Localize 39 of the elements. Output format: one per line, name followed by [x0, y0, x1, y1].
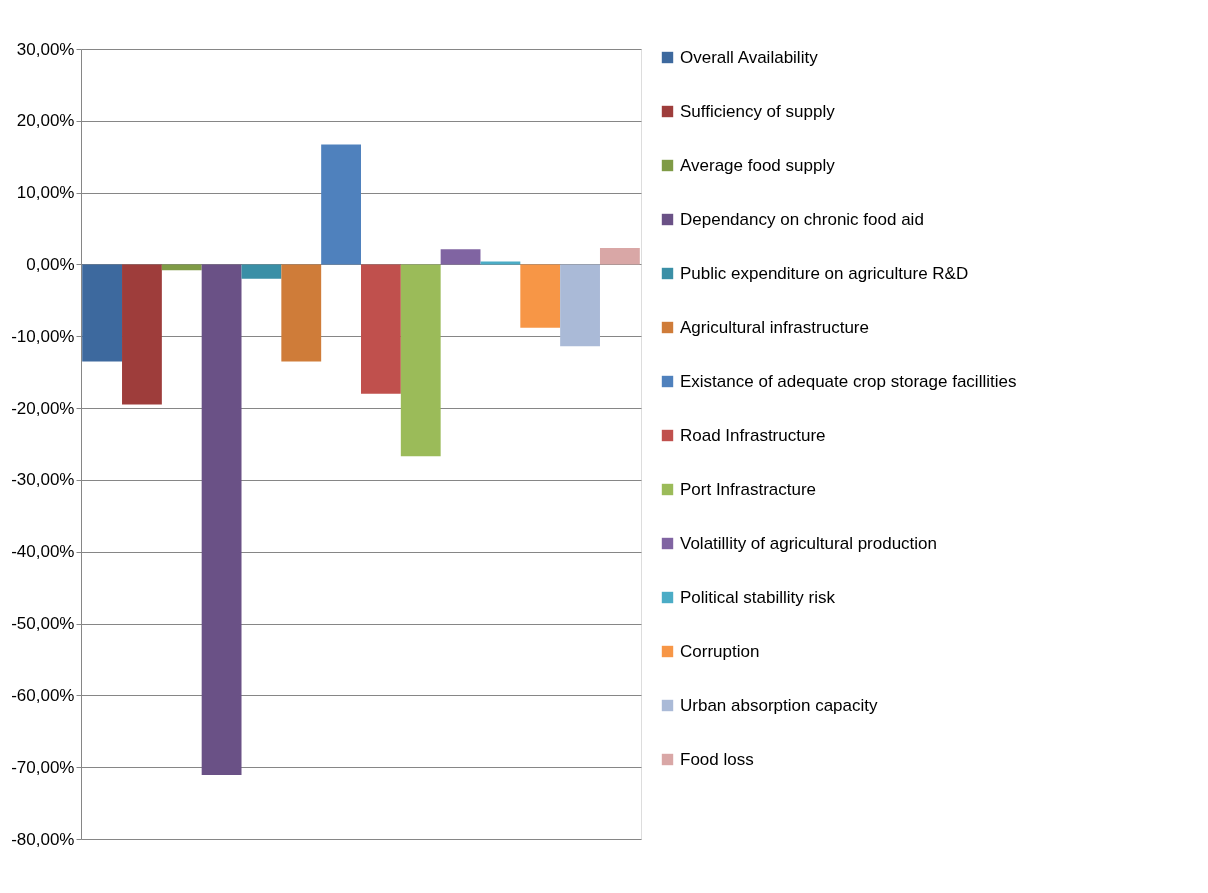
legend-label: Food loss	[680, 749, 754, 769]
bar	[599, 247, 640, 265]
bar	[560, 264, 600, 347]
legend-label: Port Infrastracture	[680, 479, 817, 499]
y-tick-label: -10,00%	[11, 326, 75, 346]
bar	[281, 264, 322, 362]
bar	[122, 264, 162, 405]
legend-label: Public expenditure on agriculture R&D	[680, 263, 969, 283]
bar	[440, 249, 481, 265]
y-tick-label: -20,00%	[11, 398, 75, 418]
legend-label: Political stabillity risk	[680, 587, 836, 607]
legend-label: Overall Availability	[680, 47, 819, 67]
legend-label: Dependancy on chronic food aid	[680, 209, 924, 229]
legend-label: Existance of adequate crop storage facillities	[680, 371, 1017, 391]
bar	[400, 264, 441, 457]
legend-label: Average food supply	[680, 155, 836, 175]
legend-label: Sufficiency of supply	[680, 101, 836, 121]
bar	[241, 264, 282, 279]
y-tick-label: 30,00%	[16, 39, 75, 59]
y-tick-label: -70,00%	[11, 757, 75, 777]
bar	[82, 264, 123, 362]
legend-label: Corruption	[680, 641, 760, 661]
legend-label: Agricultural infrastructure	[680, 317, 869, 337]
legend-label: Road Infrastructure	[680, 425, 826, 445]
y-tick-label: -60,00%	[11, 685, 75, 705]
y-tick-label: -50,00%	[11, 614, 75, 634]
y-tick-label: 0,00%	[26, 254, 75, 274]
bar	[321, 144, 361, 265]
bar	[201, 264, 242, 776]
y-tick-label: -30,00%	[11, 470, 75, 490]
y-tick-label: 10,00%	[16, 183, 75, 203]
y-tick-label: -40,00%	[11, 542, 75, 562]
y-tick-label: -80,00%	[11, 829, 75, 849]
bar	[520, 264, 561, 328]
legend-label: Volatillity of agricultural production	[680, 533, 938, 553]
bar	[361, 264, 401, 394]
bar	[161, 264, 202, 271]
y-tick-label: 20,00%	[16, 111, 75, 131]
legend-label: Urban absorption capacity	[680, 695, 878, 715]
